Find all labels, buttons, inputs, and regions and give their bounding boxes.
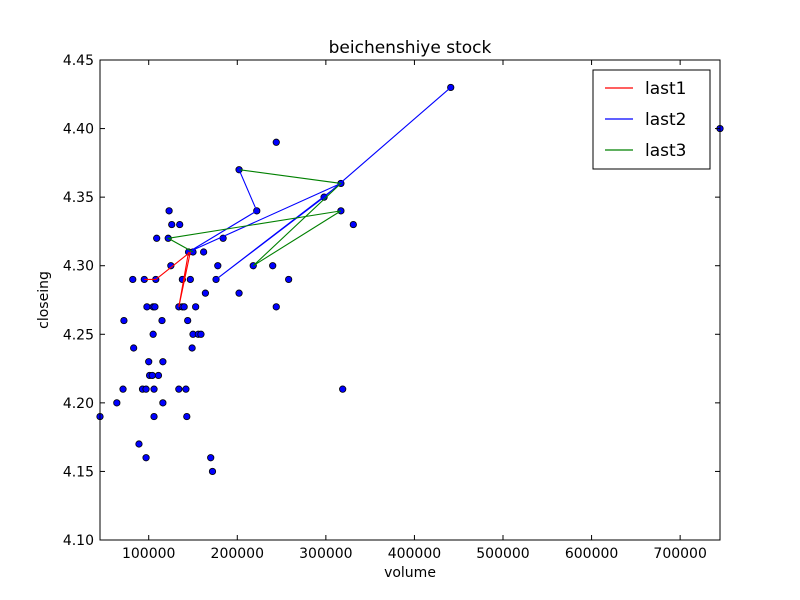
scatter-point: [182, 385, 190, 393]
scatter-point: [135, 440, 143, 448]
x-tick-label: 600000: [565, 546, 618, 562]
series-line-last1: [144, 250, 192, 307]
scatter-point: [200, 248, 208, 256]
scatter-point: [235, 289, 243, 297]
scatter-point: [201, 289, 209, 297]
scatter-point: [285, 275, 293, 284]
series-line-last3: [166, 169, 343, 267]
y-tick-label: 4.20: [63, 396, 94, 412]
scatter-point: [149, 330, 157, 338]
scatter-point: [180, 303, 188, 311]
scatter-point: [119, 385, 127, 393]
scatter-point: [272, 138, 280, 146]
scatter-point: [188, 344, 196, 352]
scatter-point: [168, 220, 176, 229]
legend-label-last2: last2: [645, 110, 686, 130]
y-tick-label: 4.40: [63, 122, 94, 138]
scatter-point: [183, 412, 191, 421]
y-tick-label: 4.45: [63, 53, 94, 69]
y-tick-label: 4.15: [63, 464, 94, 480]
scatter-point: [148, 371, 156, 380]
scatter-point: [143, 303, 151, 311]
scatter-point: [151, 303, 159, 311]
legend: last1 last2 last3: [592, 69, 711, 170]
x-tick-label: 400000: [388, 546, 441, 562]
scatter-point: [153, 234, 161, 242]
y-tick-label: 4.10: [63, 533, 94, 549]
scatter-point: [176, 220, 184, 229]
y-tick-label: 4.35: [63, 190, 94, 206]
x-tick-label: 100000: [122, 546, 175, 562]
x-tick-label: 700000: [653, 546, 706, 562]
scatter-point: [158, 316, 166, 325]
y-tick-label: 4.30: [63, 259, 94, 275]
x-axis-label: volume: [384, 565, 436, 581]
scatter-point: [150, 412, 158, 421]
scatter-point: [214, 262, 222, 270]
scatter-point: [154, 371, 163, 380]
scatter-point: [207, 454, 215, 462]
chart-title: beichenshiye stock: [329, 38, 492, 58]
legend-label-last1: last1: [645, 79, 686, 99]
scatter-point: [129, 275, 137, 284]
x-tick-label: 200000: [211, 546, 264, 562]
scatter-point: [150, 385, 158, 393]
scatter-point: [167, 262, 175, 270]
scatter-point: [120, 316, 128, 325]
scatter-point: [269, 262, 277, 270]
x-tick-label: 500000: [476, 546, 529, 562]
scatter-point: [142, 385, 150, 393]
series-line-last2: [188, 87, 452, 280]
scatter-point: [145, 358, 153, 366]
scatter-point: [159, 399, 167, 407]
scatter-point: [197, 330, 205, 338]
y-axis-label: closeing: [36, 271, 52, 329]
scatter-point: [142, 454, 150, 462]
legend-label-last3: last3: [645, 141, 686, 161]
scatter-point: [272, 303, 280, 311]
x-tick-label: 300000: [299, 546, 352, 562]
scatter-point: [113, 399, 121, 407]
scatter-point: [192, 303, 200, 311]
scatter-point: [349, 220, 357, 229]
scatter-point: [159, 358, 167, 366]
plot-area-frame: [99, 59, 721, 541]
scatter-point: [130, 344, 138, 352]
y-tick-label: 4.25: [63, 327, 94, 343]
scatter-point: [165, 207, 173, 215]
scatter-point: [184, 316, 192, 325]
scatter-point: [339, 385, 347, 393]
scatter-point: [186, 275, 194, 284]
scatter-point: [175, 385, 183, 393]
scatter-point: [208, 467, 217, 476]
